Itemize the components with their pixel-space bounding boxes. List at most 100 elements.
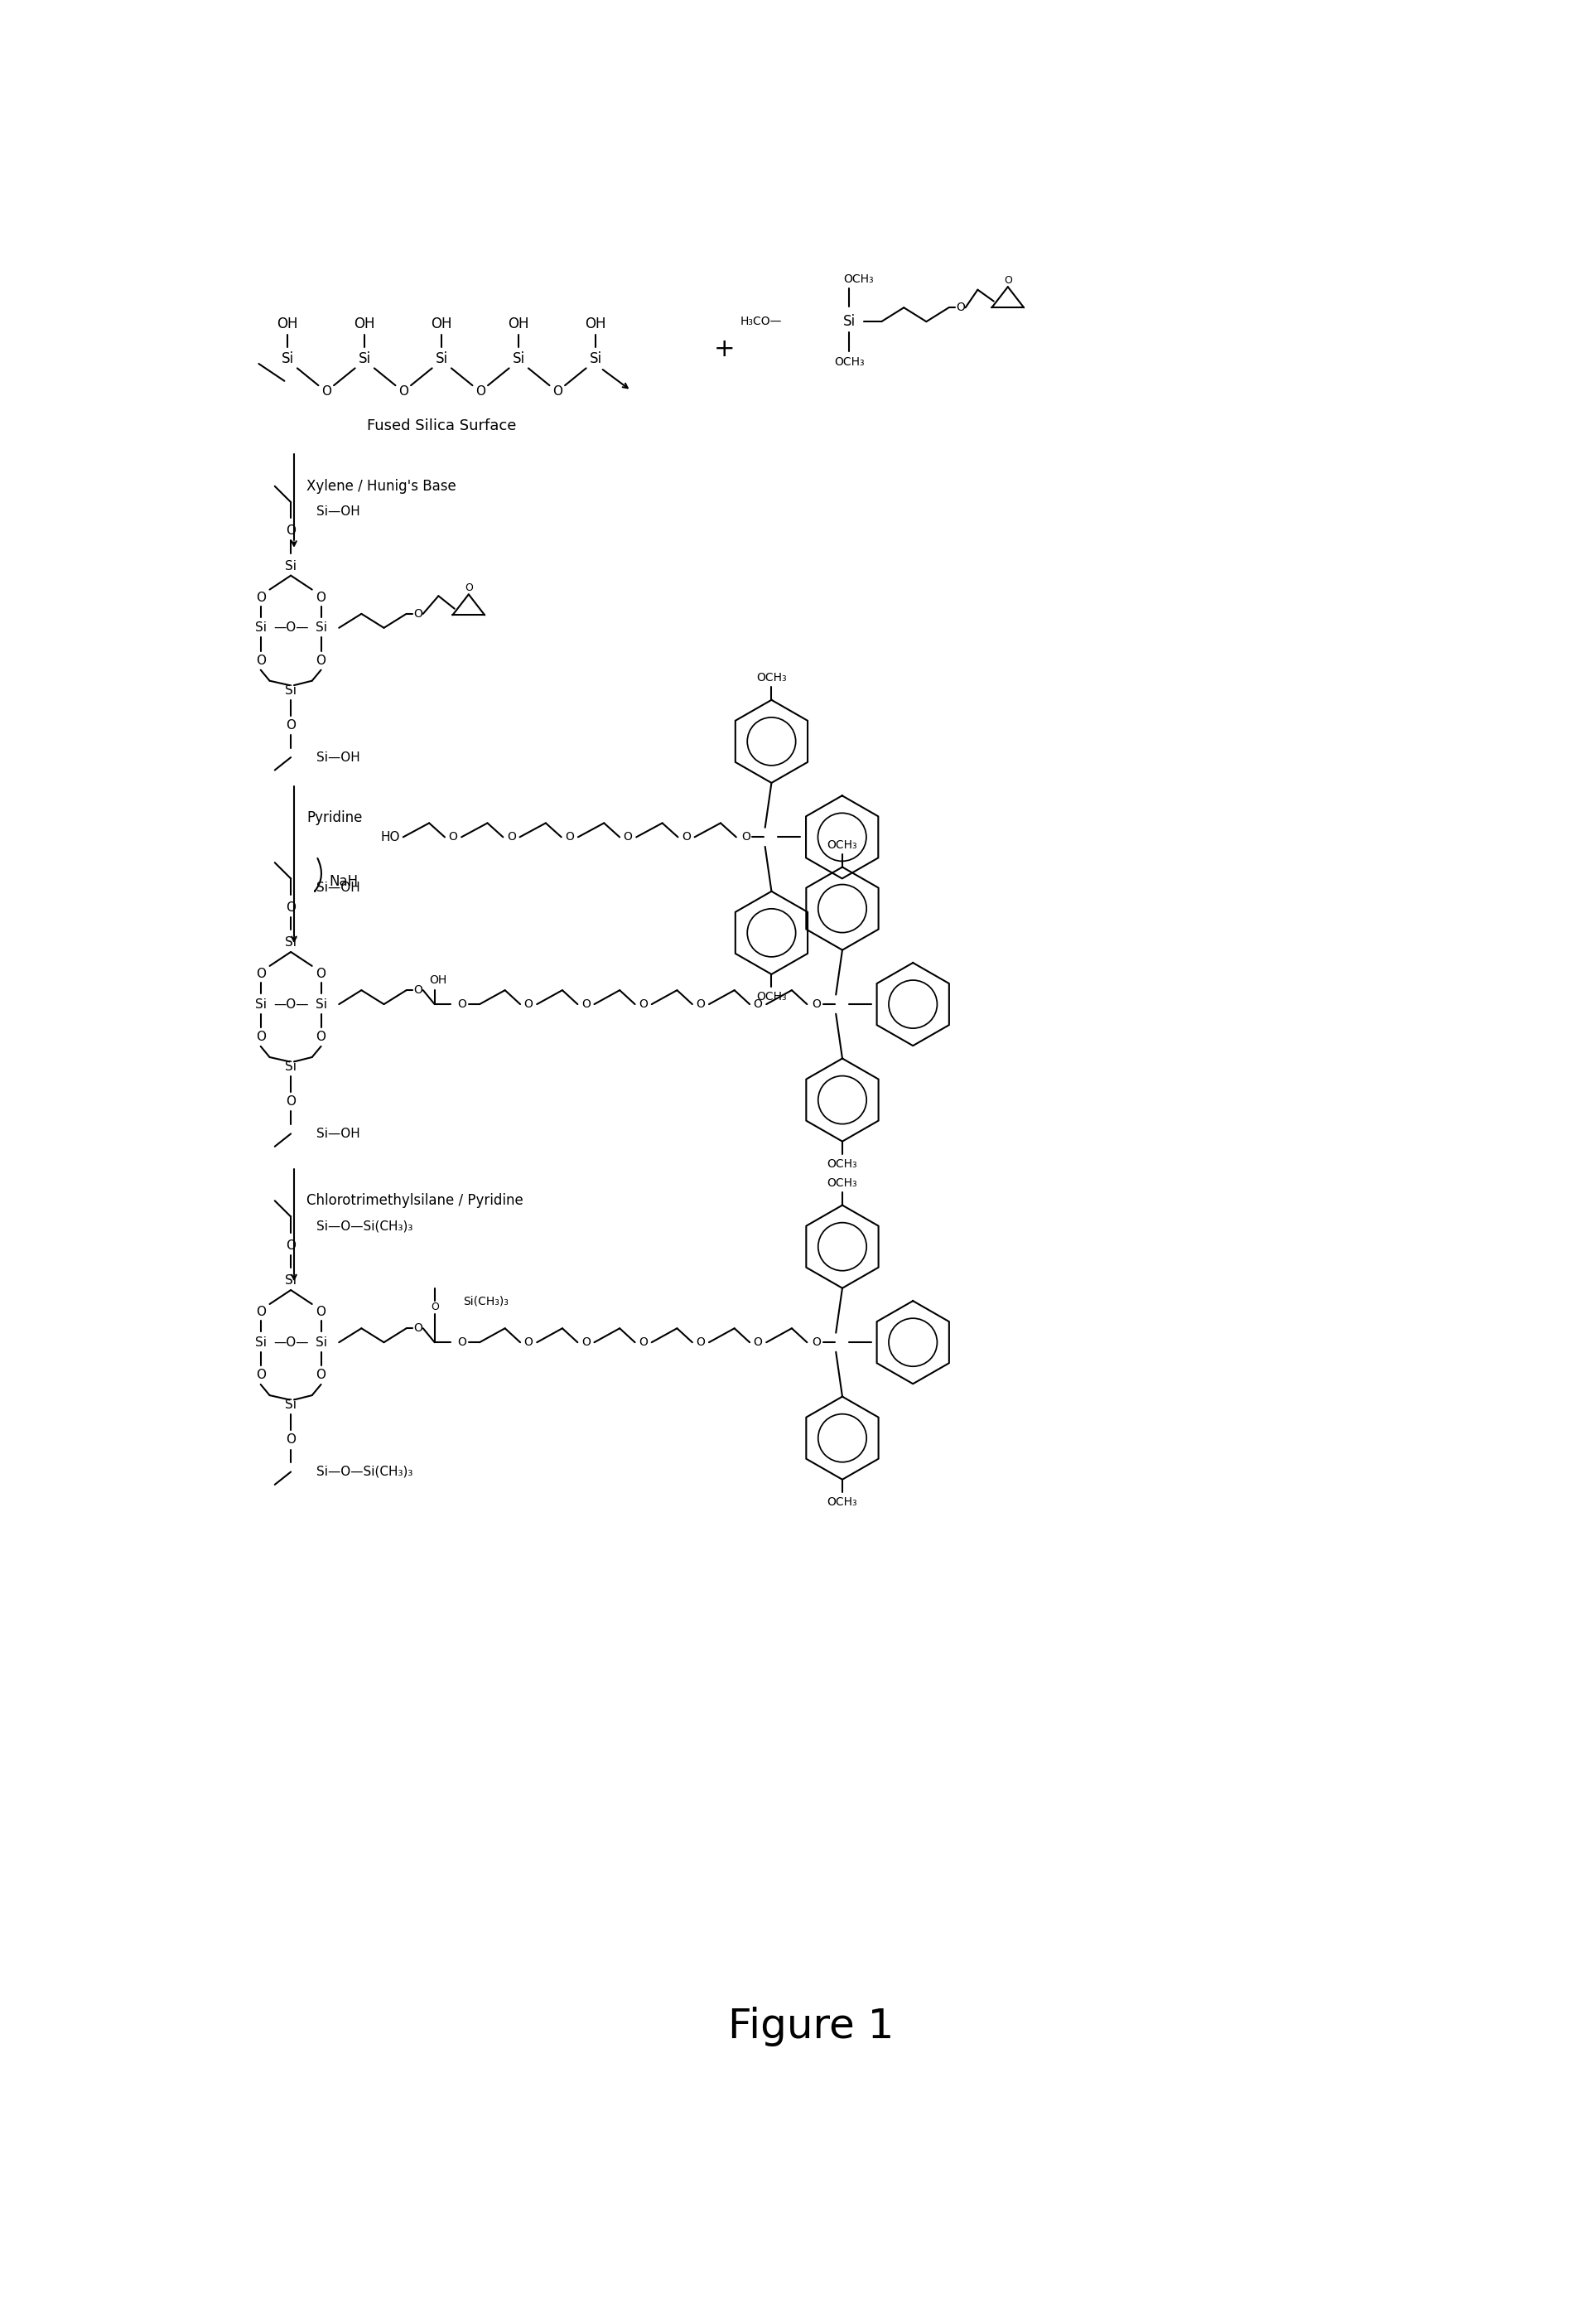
Text: O: O — [316, 1306, 326, 1318]
Text: O: O — [524, 1336, 533, 1348]
Text: OH: OH — [429, 974, 446, 985]
Text: O: O — [582, 999, 590, 1011]
Text: Si—O—Si(CH₃)₃: Si—O—Si(CH₃)₃ — [316, 1220, 413, 1232]
Text: O: O — [413, 609, 422, 621]
Text: OCH₃: OCH₃ — [843, 274, 875, 284]
Text: O: O — [639, 999, 647, 1011]
Text: Xylene / Hunig's Base: Xylene / Hunig's Base — [307, 479, 457, 493]
Text: OCH₃: OCH₃ — [834, 356, 864, 367]
Text: OCH₃: OCH₃ — [756, 672, 786, 683]
Text: O: O — [457, 1336, 467, 1348]
Text: Si(CH₃)₃: Si(CH₃)₃ — [464, 1294, 509, 1306]
Text: Si—OH: Si—OH — [316, 751, 361, 765]
Text: Si: Si — [590, 351, 603, 367]
Text: O: O — [286, 902, 296, 913]
Text: O: O — [639, 1336, 647, 1348]
Text: O: O — [623, 832, 633, 844]
Text: Si—OH: Si—OH — [316, 507, 361, 518]
Text: O: O — [286, 525, 296, 537]
Text: O: O — [1003, 274, 1012, 286]
Text: Si—OH: Si—OH — [316, 881, 361, 895]
Text: Si: Si — [315, 997, 327, 1011]
Text: OH: OH — [585, 316, 606, 330]
Text: OH: OH — [354, 316, 375, 330]
Text: Si: Si — [315, 621, 327, 634]
Text: O: O — [256, 1369, 266, 1380]
Text: O: O — [316, 1369, 326, 1380]
Text: O: O — [696, 999, 706, 1011]
Text: OCH₃: OCH₃ — [827, 1176, 857, 1188]
Text: OCH₃: OCH₃ — [756, 990, 786, 1002]
Text: Figure 1: Figure 1 — [728, 2008, 894, 2047]
Text: O: O — [812, 999, 821, 1011]
Text: O: O — [956, 302, 965, 314]
Text: Si: Si — [843, 314, 856, 330]
Text: —O—: —O— — [274, 621, 308, 634]
Text: O: O — [256, 653, 266, 667]
Text: O: O — [256, 1030, 266, 1043]
Text: —O—: —O— — [274, 997, 308, 1011]
Text: HO: HO — [381, 832, 400, 844]
Text: Si: Si — [285, 683, 296, 697]
Text: O: O — [812, 1336, 821, 1348]
Text: Si: Si — [315, 1336, 327, 1348]
Text: OH: OH — [432, 316, 452, 330]
Text: OH: OH — [277, 316, 297, 330]
Text: O: O — [286, 1434, 296, 1446]
Text: O: O — [256, 593, 266, 604]
Text: Fused Silica Surface: Fused Silica Surface — [367, 418, 516, 432]
Text: O: O — [753, 999, 763, 1011]
Text: O: O — [316, 593, 326, 604]
Text: O: O — [413, 985, 422, 997]
Text: O: O — [475, 386, 486, 397]
FancyArrowPatch shape — [315, 858, 321, 892]
Text: Si: Si — [285, 560, 296, 572]
Text: Si: Si — [359, 351, 370, 367]
Text: OCH₃: OCH₃ — [827, 1497, 857, 1508]
Text: Si: Si — [285, 1060, 296, 1074]
Text: Chlorotrimethylsilane / Pyridine: Chlorotrimethylsilane / Pyridine — [307, 1192, 524, 1208]
Text: O: O — [316, 969, 326, 981]
Text: OH: OH — [508, 316, 530, 330]
Text: Si: Si — [285, 937, 296, 948]
Text: O: O — [399, 386, 408, 397]
Text: O: O — [682, 832, 691, 844]
Text: OCH₃: OCH₃ — [827, 839, 857, 851]
Text: O: O — [565, 832, 574, 844]
Text: O: O — [256, 1306, 266, 1318]
Text: O: O — [316, 1030, 326, 1043]
Text: O: O — [753, 1336, 763, 1348]
Text: O: O — [742, 832, 750, 844]
Text: O: O — [286, 718, 296, 732]
Text: O: O — [457, 999, 467, 1011]
Text: Si: Si — [255, 997, 266, 1011]
Text: O: O — [524, 999, 533, 1011]
Text: NaH: NaH — [329, 874, 359, 890]
Text: O: O — [449, 832, 457, 844]
Text: O: O — [413, 1322, 422, 1334]
Text: Si: Si — [513, 351, 525, 367]
Text: O: O — [286, 1239, 296, 1253]
Text: O: O — [465, 583, 473, 593]
Text: O: O — [582, 1336, 590, 1348]
Text: O: O — [430, 1301, 438, 1313]
Text: Si: Si — [282, 351, 294, 367]
Text: Pyridine: Pyridine — [307, 811, 362, 825]
Text: O: O — [286, 1095, 296, 1109]
Text: —O—: —O— — [274, 1336, 308, 1348]
Text: O: O — [552, 386, 562, 397]
Text: Si—O—Si(CH₃)₃: Si—O—Si(CH₃)₃ — [316, 1466, 413, 1478]
Text: Si: Si — [285, 1274, 296, 1287]
Text: +: + — [713, 337, 734, 360]
Text: O: O — [316, 653, 326, 667]
Text: Si: Si — [255, 621, 266, 634]
Text: OCH₃: OCH₃ — [827, 1157, 857, 1169]
Text: O: O — [696, 1336, 706, 1348]
Text: Si: Si — [435, 351, 448, 367]
Text: H₃CO—: H₃CO— — [740, 316, 782, 328]
Text: O: O — [506, 832, 516, 844]
Text: Si: Si — [255, 1336, 266, 1348]
Text: Si: Si — [285, 1399, 296, 1411]
Text: O: O — [321, 386, 331, 397]
Text: O: O — [256, 969, 266, 981]
